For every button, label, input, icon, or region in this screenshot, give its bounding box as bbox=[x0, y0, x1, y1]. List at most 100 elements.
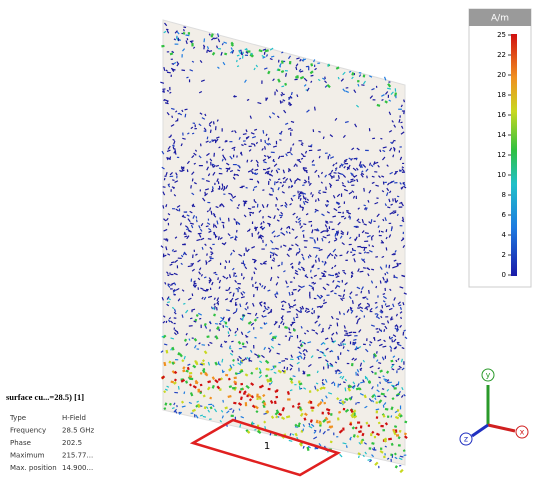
field-arrow bbox=[322, 301, 327, 305]
field-arrow bbox=[239, 303, 242, 308]
field-arrow bbox=[258, 367, 262, 372]
field-arrow bbox=[289, 433, 292, 436]
field-arrow bbox=[237, 222, 241, 226]
field-arrow bbox=[221, 370, 225, 373]
field-arrow bbox=[299, 306, 303, 310]
field-arrow bbox=[216, 300, 220, 305]
field-arrow bbox=[299, 343, 303, 347]
field-arrow bbox=[234, 334, 237, 337]
field-arrow bbox=[284, 201, 288, 206]
field-arrow bbox=[302, 58, 305, 62]
field-arrow bbox=[292, 143, 295, 146]
field-arrow bbox=[242, 358, 246, 362]
field-arrow bbox=[380, 137, 383, 140]
field-arrow bbox=[273, 321, 278, 326]
field-arrow bbox=[347, 384, 353, 389]
field-arrow bbox=[382, 276, 385, 281]
field-arrow bbox=[403, 329, 406, 332]
field-arrow bbox=[228, 167, 231, 171]
field-arrow bbox=[208, 33, 211, 36]
field-arrow bbox=[256, 163, 259, 167]
field-arrow bbox=[232, 311, 237, 315]
field-arrow bbox=[267, 172, 272, 176]
field-arrow bbox=[292, 328, 296, 332]
field-arrow bbox=[329, 362, 334, 367]
field-arrow bbox=[187, 265, 192, 268]
field-arrow bbox=[266, 203, 269, 208]
field-arrow bbox=[207, 343, 210, 347]
field-arrow bbox=[297, 250, 301, 254]
field-arrow bbox=[181, 167, 185, 171]
field-arrow bbox=[277, 276, 280, 279]
field-arrow bbox=[390, 415, 393, 418]
field-arrow bbox=[392, 146, 396, 150]
field-arrow bbox=[309, 237, 314, 239]
field-arrow bbox=[371, 175, 375, 178]
field-arrow bbox=[357, 452, 361, 456]
field-arrow bbox=[341, 182, 344, 185]
field-arrow bbox=[254, 168, 259, 171]
field-arrow bbox=[353, 358, 358, 362]
field-arrow bbox=[326, 420, 331, 424]
field-arrow bbox=[173, 282, 177, 286]
field-arrow bbox=[165, 349, 169, 354]
field-arrow bbox=[299, 194, 302, 198]
field-arrow bbox=[289, 305, 294, 308]
field-arrow bbox=[216, 326, 220, 331]
field-arrow bbox=[320, 294, 324, 298]
field-arrow bbox=[277, 369, 282, 374]
field-arrow bbox=[299, 58, 302, 62]
field-arrow bbox=[162, 89, 165, 93]
field-arrow bbox=[229, 408, 233, 411]
field-arrow bbox=[302, 256, 305, 261]
field-arrow bbox=[203, 127, 207, 131]
field-arrow bbox=[210, 33, 214, 38]
field-arrow bbox=[305, 349, 308, 353]
field-arrow bbox=[314, 320, 318, 324]
field-arrow bbox=[252, 211, 255, 215]
field-arrow bbox=[270, 368, 274, 371]
field-arrow bbox=[376, 359, 379, 362]
field-arrow bbox=[189, 383, 193, 387]
field-arrow bbox=[257, 231, 260, 235]
field-arrow bbox=[401, 387, 404, 391]
colorbar-tick-label: 14 bbox=[497, 131, 506, 139]
field-arrow bbox=[299, 412, 304, 417]
field-arrow bbox=[193, 182, 197, 185]
field-arrow bbox=[282, 176, 286, 180]
field-arrow bbox=[376, 389, 380, 393]
field-arrow bbox=[170, 320, 174, 324]
field-arrow bbox=[392, 266, 396, 269]
field-arrow bbox=[388, 307, 393, 311]
field-arrow bbox=[361, 172, 365, 176]
field-arrow bbox=[295, 164, 298, 167]
field-arrow bbox=[400, 104, 403, 108]
field-arrow bbox=[271, 112, 276, 115]
field-arrow bbox=[300, 285, 305, 289]
field-arrow bbox=[204, 325, 208, 329]
field-arrow bbox=[325, 221, 329, 224]
colorbar-tick-label: 12 bbox=[497, 151, 506, 159]
field-arrow bbox=[199, 317, 202, 320]
field-arrow bbox=[366, 175, 368, 179]
field-arrow bbox=[183, 231, 186, 235]
field-arrow bbox=[300, 429, 304, 433]
field-arrow bbox=[403, 185, 407, 189]
field-arrow bbox=[181, 69, 186, 72]
field-arrow bbox=[390, 364, 395, 369]
field-arrow bbox=[397, 436, 401, 440]
field-arrow bbox=[293, 163, 297, 168]
field-arrow bbox=[249, 115, 252, 119]
field-arrow bbox=[371, 441, 375, 445]
colorbar-unit: A/m bbox=[491, 14, 509, 24]
field-arrow bbox=[313, 429, 317, 432]
field-arrow bbox=[399, 182, 402, 185]
field-arrow bbox=[314, 169, 318, 174]
field-arrow bbox=[368, 398, 373, 402]
field-arrow bbox=[171, 63, 175, 65]
field-arrow bbox=[298, 261, 301, 264]
field-arrow bbox=[338, 429, 344, 434]
field-arrow bbox=[317, 149, 321, 152]
field-arrow bbox=[234, 275, 238, 278]
field-arrow bbox=[284, 82, 288, 86]
